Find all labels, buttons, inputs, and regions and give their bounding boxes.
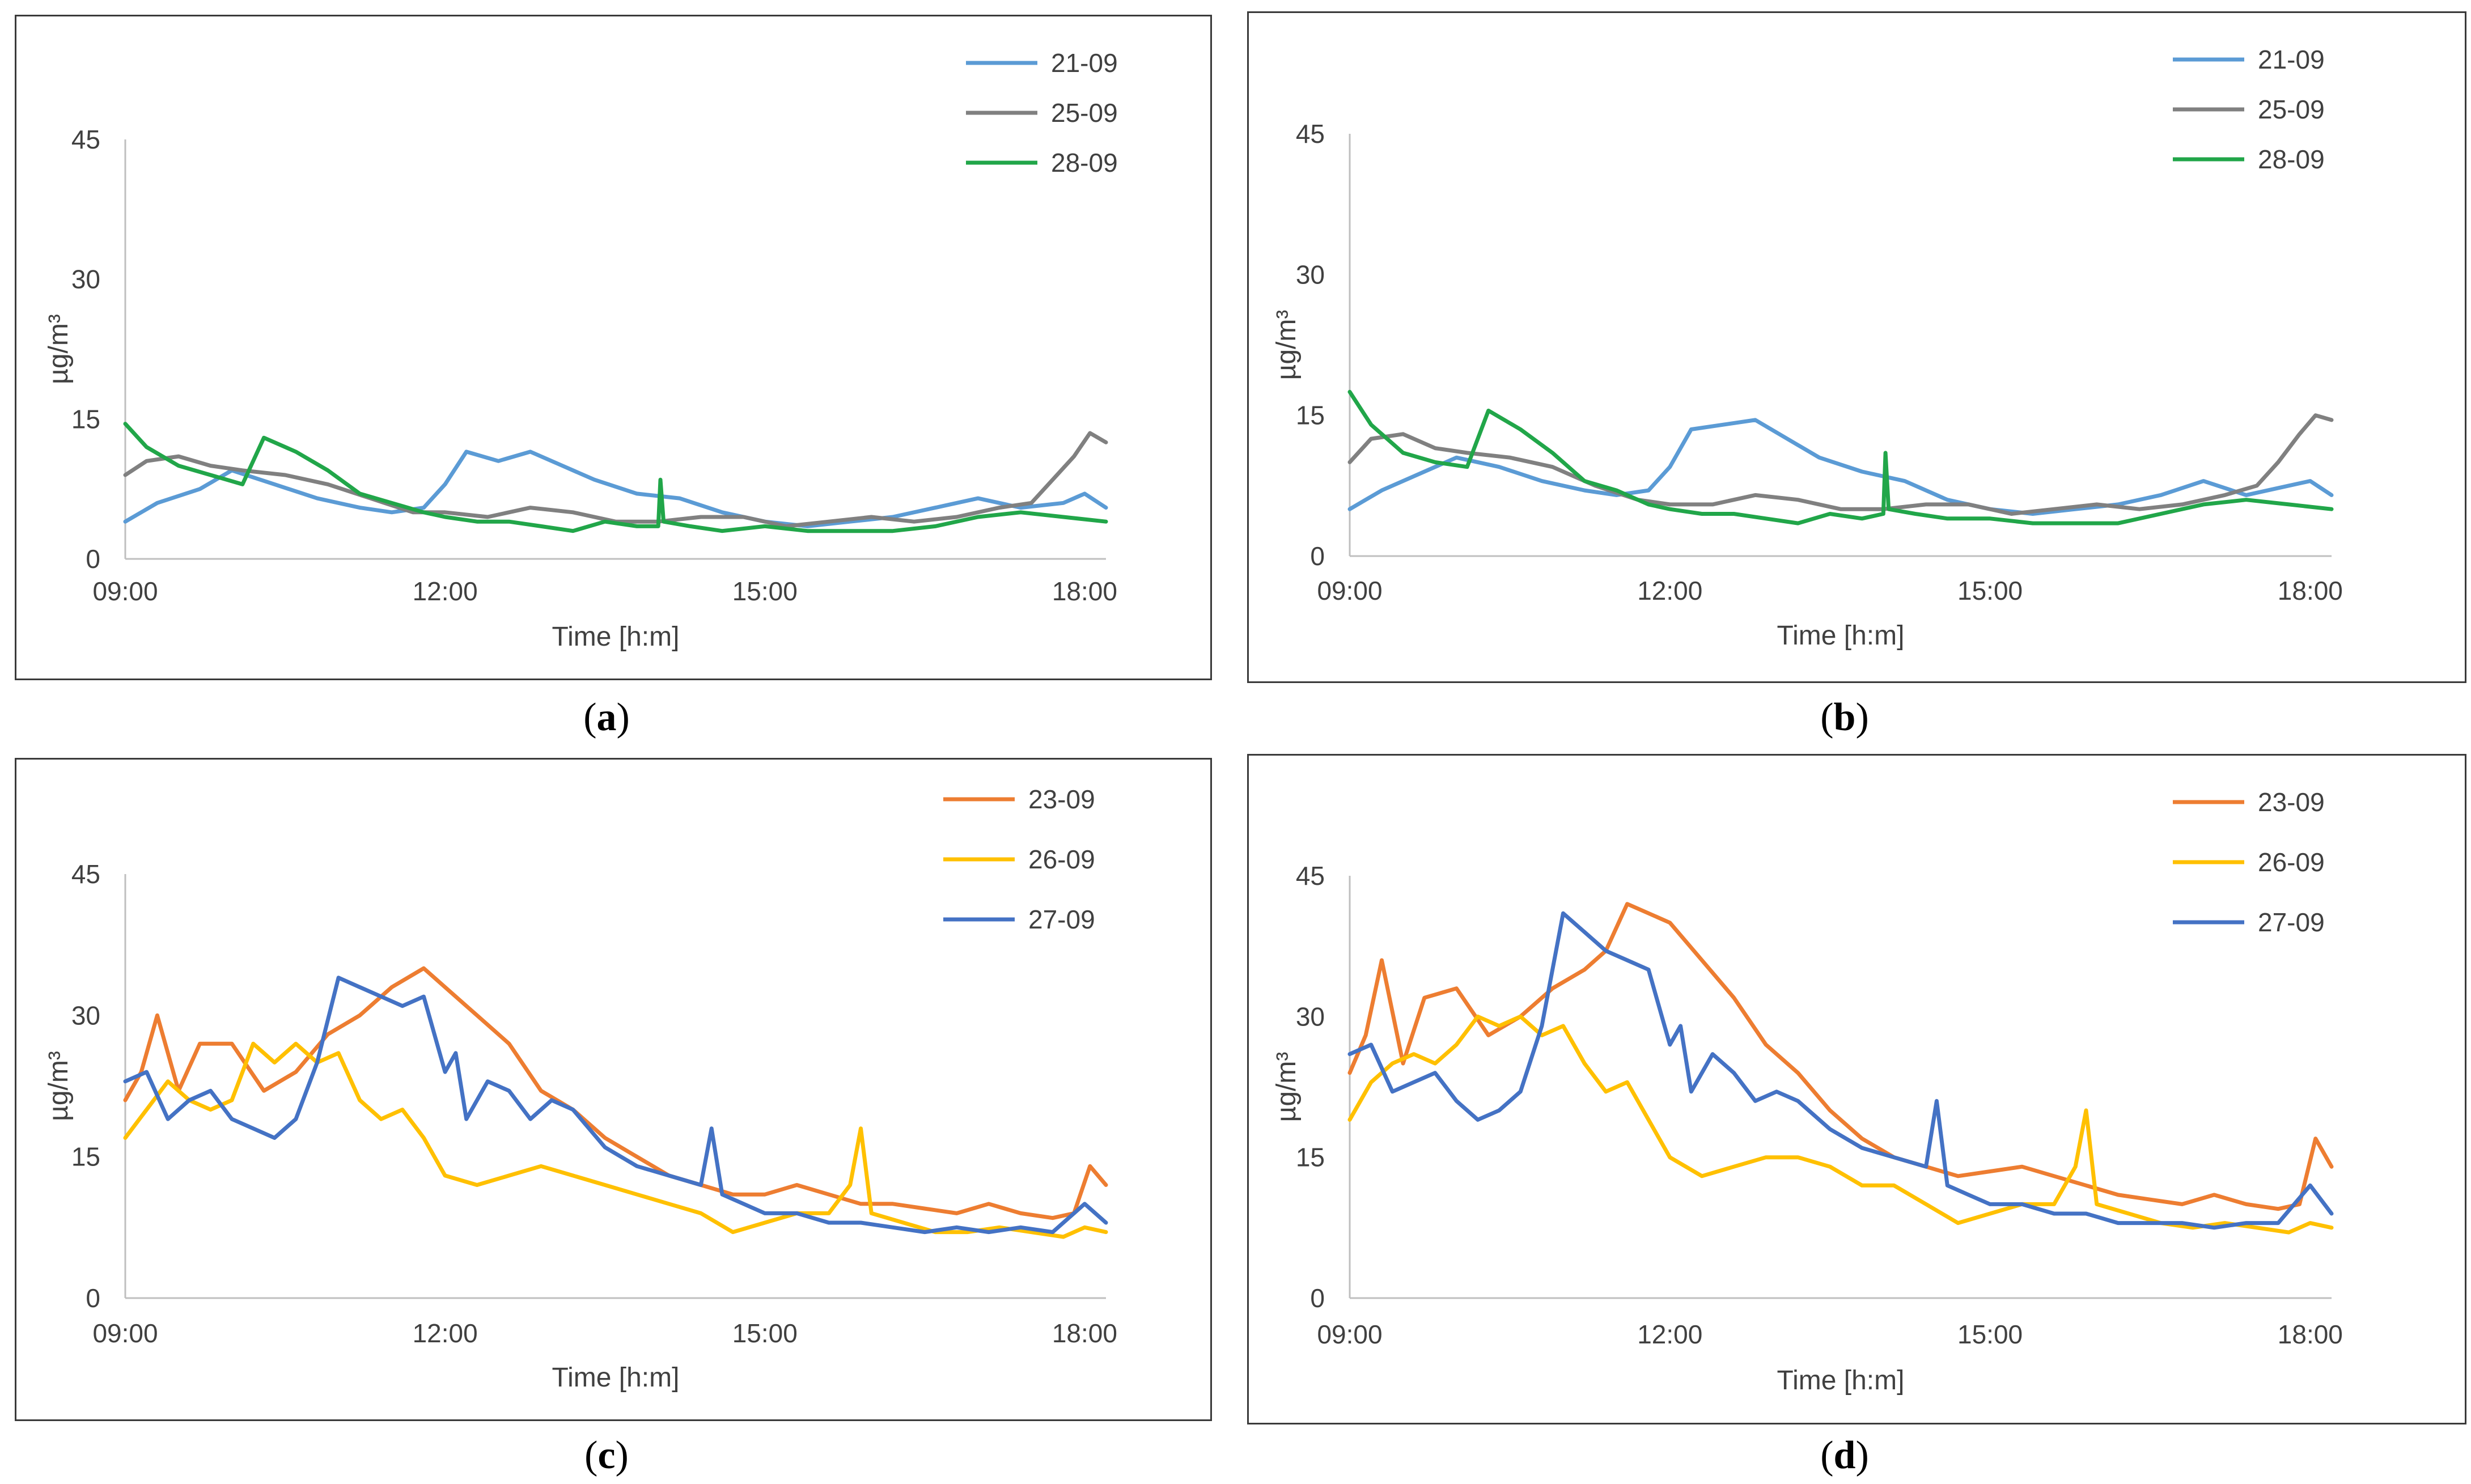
legend-label-25-09: 25-09: [2258, 95, 2325, 124]
y-tick-label: 0: [1310, 541, 1325, 571]
y-axis-title: µg/m³: [1271, 310, 1302, 380]
y-tick-label: 45: [1296, 119, 1325, 149]
y-axis-title: µg/m³: [44, 314, 74, 384]
x-tick-label: 09:00: [1317, 1320, 1382, 1349]
x-axis-title: Time [h:m]: [552, 622, 680, 652]
chart-svg-d: 0 15 30 45 09:00 12:00 15:00 18:00 Time [h:m] µg/…: [1271, 787, 2343, 1396]
legend-label-23-09: 23-09: [2258, 787, 2325, 817]
y-axis-title: µg/m³: [44, 1051, 74, 1121]
series-line-21-09: [1347, 418, 2334, 516]
chart-svg-a: 0 15 30 45 09:00 12:00 15:00 18:00 Time [h:m] µg/…: [44, 48, 1118, 652]
legend-label-23-09: 23-09: [1028, 785, 1095, 814]
x-tick-label: 12:00: [1637, 576, 1702, 605]
legend-label-28-09: 28-09: [2258, 145, 2325, 174]
y-tick-label: 0: [86, 544, 100, 574]
caption-a: (a): [583, 696, 630, 739]
series-line-21-09: [123, 450, 1108, 528]
y-tick-label: 15: [1296, 401, 1325, 430]
x-axis-title: Time [h:m]: [1777, 621, 1905, 651]
chart-panel-b: 0 15 30 45 09:00 12:00 15:00 18:00 Time [h:m] µg/…: [1247, 11, 2466, 683]
y-tick-label: 30: [1296, 1002, 1325, 1031]
x-tick-label: 09:00: [92, 1318, 158, 1348]
y-axis-title: µg/m³: [1271, 1052, 1302, 1122]
chart-svg-c: 0 15 30 45 09:00 12:00 15:00 18:00 Time [h:m] µg/…: [44, 785, 1117, 1393]
legend-label-27-09: 27-09: [1028, 905, 1095, 934]
y-tick-label: 0: [86, 1283, 100, 1313]
x-tick-label: 12:00: [1637, 1320, 1702, 1349]
chart-panel-a: 0 15 30 45 09:00 12:00 15:00 18:00 Time [h:m] µg/…: [15, 15, 1212, 680]
x-tick-label: 18:00: [1052, 1318, 1117, 1348]
series-line-28-09: [123, 422, 1108, 533]
caption-c: (c): [584, 1434, 629, 1477]
x-tick-label: 09:00: [92, 576, 158, 606]
caption-b: (b): [1820, 696, 1869, 739]
series-line-25-09: [1347, 413, 2334, 516]
x-tick-label: 12:00: [413, 1318, 478, 1348]
x-tick-label: 15:00: [1957, 576, 2023, 605]
series-line-28-09: [1347, 389, 2334, 525]
series-line-26-09: [1347, 1014, 2334, 1235]
y-tick-label: 15: [1296, 1143, 1325, 1172]
series-line-23-09: [1347, 902, 2334, 1211]
x-axis-title: Time [h:m]: [1777, 1366, 1905, 1396]
legend-label-21-09: 21-09: [1051, 48, 1118, 78]
x-tick-label: 18:00: [1052, 576, 1117, 606]
caption-d: (d): [1820, 1434, 1869, 1477]
chart-svg-b: 0 15 30 45 09:00 12:00 15:00 18:00 Time [h:m] µg/…: [1271, 45, 2343, 651]
series-line-27-09: [123, 976, 1108, 1235]
series-line-25-09: [123, 431, 1108, 528]
x-tick-label: 15:00: [732, 576, 798, 606]
x-tick-label: 12:00: [413, 576, 478, 606]
x-axis-title: Time [h:m]: [552, 1363, 680, 1393]
legend-label-26-09: 26-09: [2258, 847, 2325, 877]
y-tick-label: 30: [1296, 260, 1325, 289]
chart-panel-c: 0 15 30 45 09:00 12:00 15:00 18:00 Time [h:m] µg/…: [15, 758, 1212, 1421]
x-tick-label: 18:00: [2278, 1320, 2343, 1349]
legend-label-21-09: 21-09: [2258, 45, 2325, 74]
series-line-26-09: [123, 1041, 1108, 1239]
x-tick-label: 15:00: [732, 1318, 798, 1348]
chart-panel-d: 0 15 30 45 09:00 12:00 15:00 18:00 Time [h:m] µg/…: [1247, 754, 2466, 1424]
y-tick-label: 15: [71, 404, 100, 434]
x-tick-label: 09:00: [1317, 576, 1382, 605]
legend-label-25-09: 25-09: [1051, 98, 1118, 128]
x-tick-label: 18:00: [2278, 576, 2343, 605]
y-tick-label: 30: [71, 265, 100, 294]
legend-label-27-09: 27-09: [2258, 908, 2325, 937]
y-tick-label: 45: [71, 125, 100, 154]
series-line-27-09: [1347, 911, 2334, 1230]
y-tick-label: 0: [1310, 1283, 1325, 1313]
x-tick-label: 15:00: [1957, 1320, 2023, 1349]
y-tick-label: 15: [71, 1142, 100, 1172]
y-tick-label: 45: [71, 859, 100, 889]
y-tick-label: 45: [1296, 861, 1325, 891]
legend-label-28-09: 28-09: [1051, 148, 1118, 177]
legend-label-26-09: 26-09: [1028, 845, 1095, 874]
y-tick-label: 30: [71, 1000, 100, 1030]
series-line-23-09: [123, 966, 1108, 1220]
